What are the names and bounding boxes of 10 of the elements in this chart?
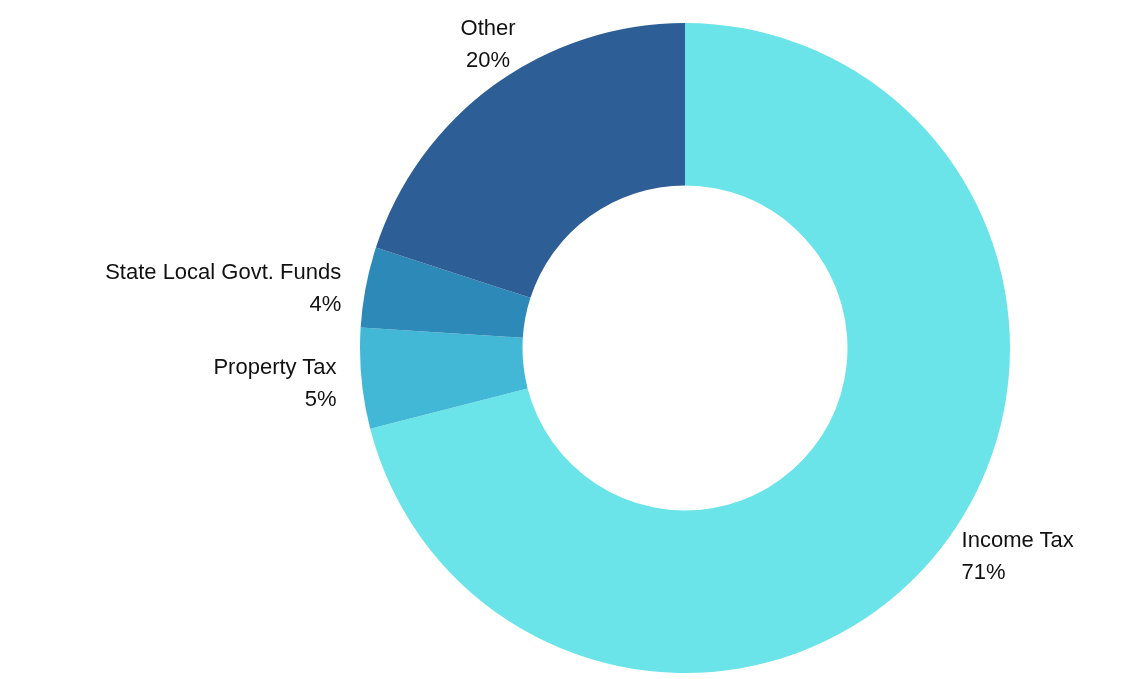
slice-label: Income Tax — [961, 527, 1074, 553]
slice-label: Property Tax — [213, 353, 337, 379]
slice-label: State Local Govt. Funds — [105, 259, 342, 285]
data-label: 4% — [309, 291, 342, 317]
slice-label: Other — [460, 14, 516, 40]
donut-slice — [360, 247, 531, 338]
donut-slice — [360, 327, 528, 429]
data-label: 20% — [466, 46, 511, 72]
data-label: 5% — [304, 385, 337, 411]
data-label: 71% — [961, 559, 1006, 585]
